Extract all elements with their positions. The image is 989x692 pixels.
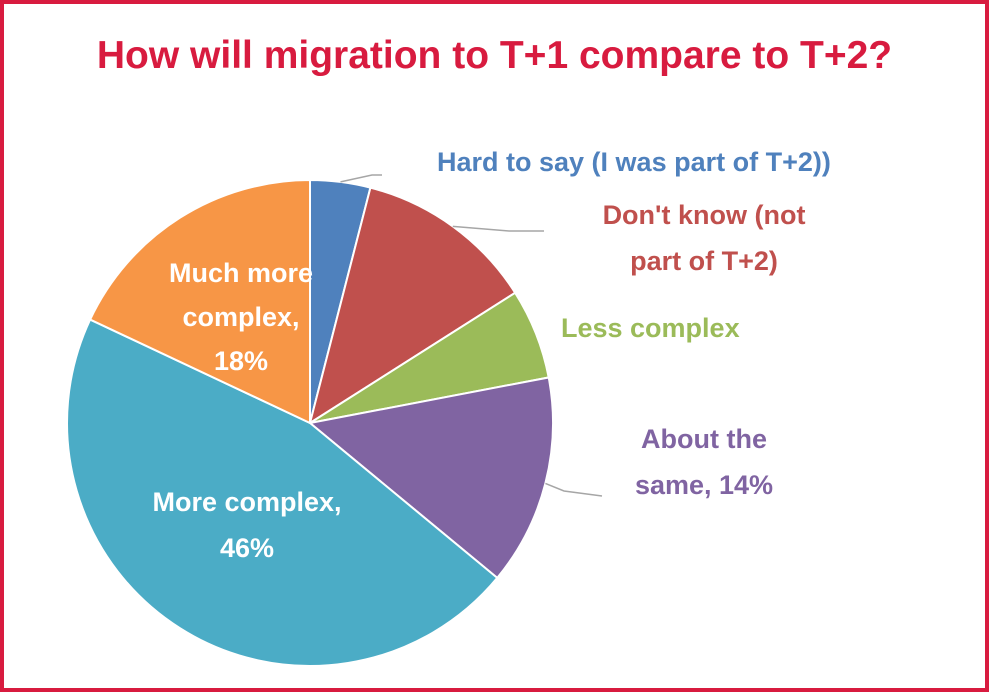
- pie-chart: Hard to say (I was part of T+2)) Don't kn…: [66, 147, 831, 667]
- slice-label: Less complex: [561, 313, 740, 343]
- slice-label: Hard to say (I was part of T+2)): [437, 147, 831, 177]
- slice-label: About the same, 14%: [635, 424, 773, 500]
- chart-title: How will migration to T+1 compare to T+2…: [96, 34, 893, 77]
- slice-label: More complex, 46%: [152, 487, 341, 563]
- slice-label: Don't know (not part of T+2): [603, 200, 806, 276]
- pie-slice-about-the-same: [307, 376, 554, 580]
- leader-line: [340, 174, 382, 183]
- leader-line: [545, 482, 603, 497]
- pie-slice-don-t-know-not-part-of-t-2: [308, 186, 517, 426]
- leader-line: [452, 225, 544, 232]
- slice-label: Much more complex, 18%: [169, 258, 313, 376]
- pie-slice-more-complex: [66, 318, 499, 667]
- pie-slice-much-more-complex: [88, 178, 311, 425]
